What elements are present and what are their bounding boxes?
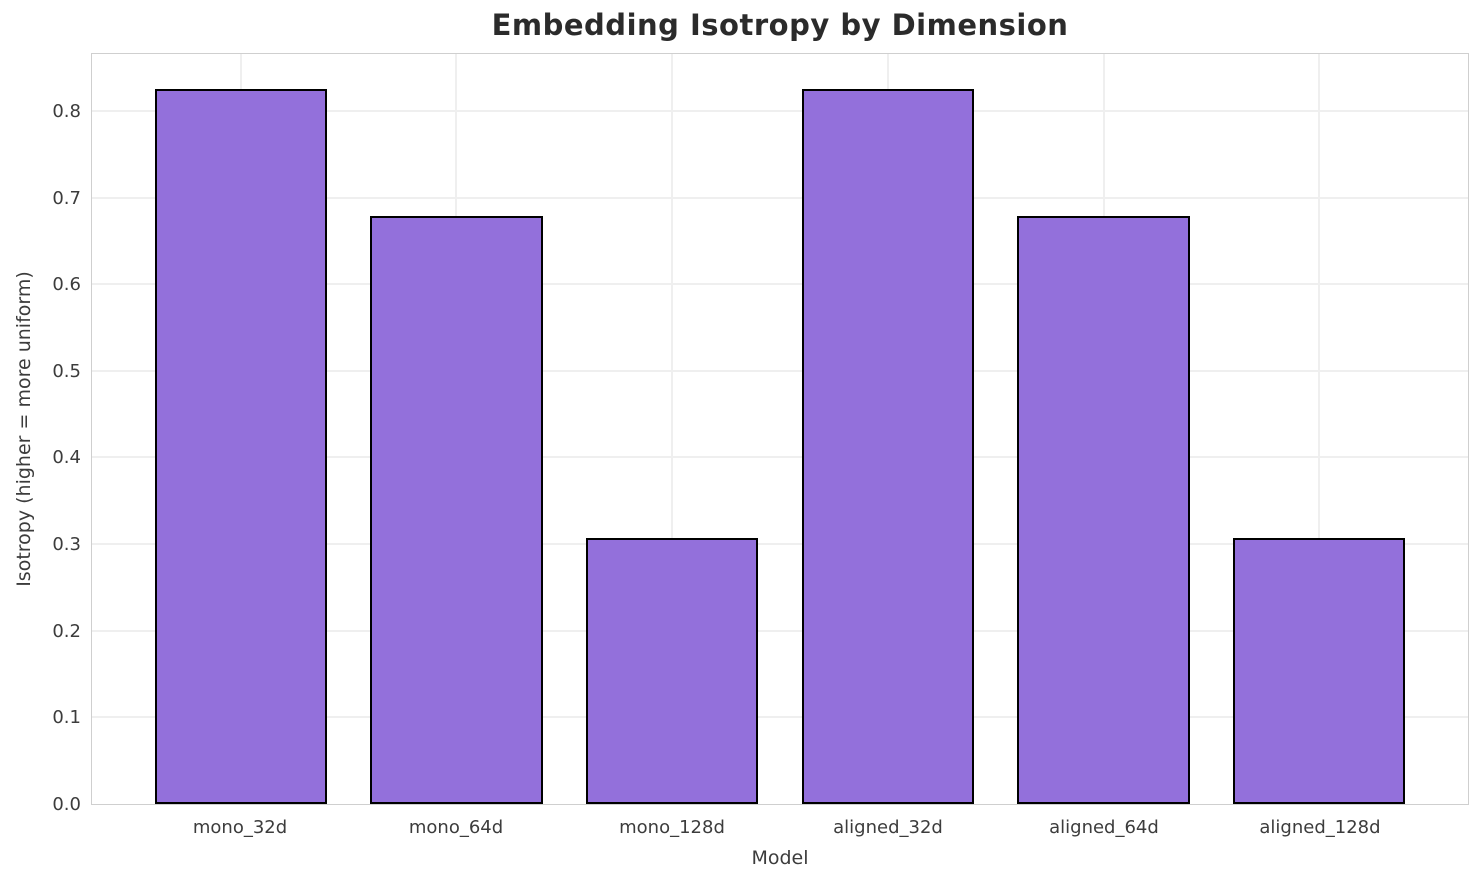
y-gridline — [92, 629, 1468, 632]
bar-mono_128d — [585, 537, 759, 804]
x-gridline — [671, 54, 674, 804]
bar-aligned_128d — [1232, 537, 1406, 804]
x-gridline — [1318, 54, 1321, 804]
plot-area — [91, 53, 1469, 805]
y-gridline — [92, 456, 1468, 459]
bar-aligned_64d — [1017, 216, 1190, 804]
y-tick-label: 0.2 — [52, 620, 81, 642]
x-tick-label: aligned_64d — [1049, 817, 1159, 838]
bar-aligned_32d — [801, 89, 975, 804]
chart-title: Embedding Isotropy by Dimension — [491, 8, 1069, 42]
y-gridline — [92, 369, 1468, 372]
bar-mono_64d — [370, 216, 543, 804]
x-tick-label: mono_128d — [619, 817, 725, 838]
y-gridline — [92, 283, 1468, 286]
x-tick-label: mono_64d — [408, 817, 504, 838]
x-tick-label: mono_32d — [192, 817, 288, 838]
y-gridline — [92, 716, 1468, 719]
y-tick-label: 0.1 — [52, 707, 81, 729]
y-gridline — [92, 109, 1468, 112]
y-tick-label: 0.6 — [52, 274, 81, 296]
y-tick-label: 0.0 — [52, 794, 81, 815]
y-tick-label: 0.3 — [52, 534, 81, 556]
y-gridline — [92, 196, 1468, 199]
y-gridline — [92, 543, 1468, 546]
x-tick-label: aligned_128d — [1259, 817, 1381, 838]
y-tick-label: 0.4 — [52, 447, 81, 469]
y-tick-label: 0.7 — [52, 187, 81, 209]
y-tick-label: 0.5 — [52, 360, 81, 382]
x-axis-label: Model — [751, 847, 809, 869]
y-tick-label: 0.8 — [52, 100, 81, 122]
bar-mono_32d — [154, 89, 328, 804]
x-tick-label: aligned_32d — [833, 817, 943, 838]
